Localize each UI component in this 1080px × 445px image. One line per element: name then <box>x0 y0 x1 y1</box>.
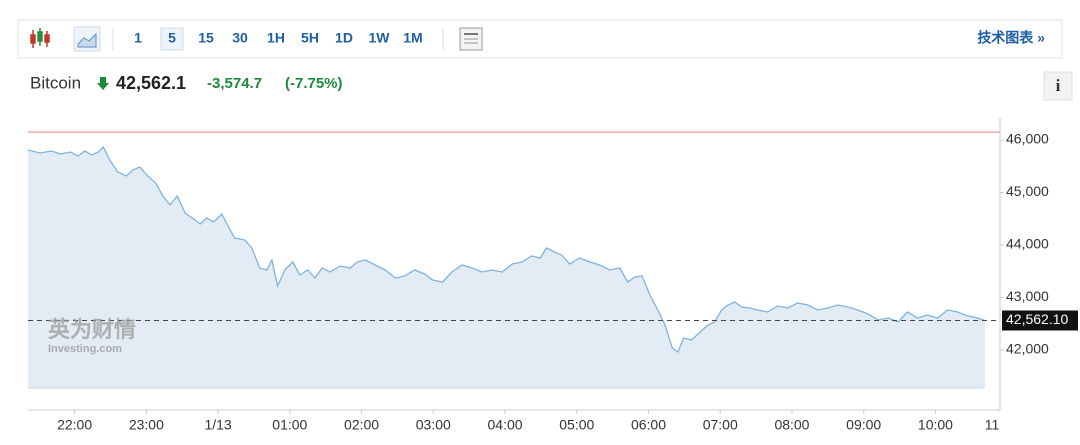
x-tick-label: 03:00 <box>416 417 451 433</box>
table-icon[interactable] <box>459 27 483 51</box>
x-tick-label: 06:00 <box>631 417 666 433</box>
instrument-name: Bitcoin <box>30 73 81 92</box>
x-tick-label: 1/13 <box>204 417 231 433</box>
x-tick-label: 10:00 <box>918 417 953 433</box>
interval-button[interactable]: 30 <box>232 30 248 46</box>
area-icon[interactable] <box>73 26 101 52</box>
interval-button[interactable]: 1D <box>335 30 353 46</box>
toolbar <box>17 19 1063 59</box>
x-tick-label: 22:00 <box>57 417 92 433</box>
y-tick-label: 44,000 <box>1006 236 1049 252</box>
info-label: i <box>1056 76 1061 95</box>
y-tick-label: 46,000 <box>1006 131 1049 147</box>
current-price-box <box>1002 310 1078 331</box>
interval-button[interactable]: 1W <box>369 30 391 46</box>
x-tick-label: 01:00 <box>272 417 307 433</box>
change: -3,574.7 <box>207 75 262 92</box>
x-tick-label: 05:00 <box>559 417 594 433</box>
down-arrow <box>97 77 109 90</box>
interval-button[interactable]: 5 <box>168 30 176 46</box>
interval-button[interactable]: 1M <box>403 30 422 46</box>
y-tick-label: 43,000 <box>1006 288 1049 304</box>
x-tick-label: 11 <box>985 417 1000 433</box>
y-tick-label: 42,000 <box>1006 341 1049 357</box>
x-tick-label: 07:00 <box>703 417 738 433</box>
plot-area: 42,000 43,000 44,000 45,000 46,000 22:00 23:00… <box>27 118 1078 433</box>
watermark-brand: Investing.com <box>48 343 122 355</box>
watermark-logo: 英为财情 <box>48 317 136 342</box>
price-line <box>27 145 986 353</box>
price: 42,562.1 <box>116 73 186 93</box>
interval-group: 1 5 15 30 1H 5H 1D 1W 1M <box>134 27 423 51</box>
interval-button[interactable]: 1H <box>267 30 285 46</box>
info-button[interactable] <box>1043 71 1073 101</box>
x-tick-label: 04:00 <box>488 417 523 433</box>
x-tick-label: 02:00 <box>344 417 379 433</box>
x-tick-label: 08:00 <box>774 417 809 433</box>
technical-chart-link[interactable]: 技术图表 » <box>977 30 1045 46</box>
change-pct: (-7.75%) <box>285 75 343 92</box>
y-tick-label: 45,000 <box>1006 183 1049 199</box>
interval-button[interactable]: 1 <box>134 30 142 46</box>
x-tick-label: 23:00 <box>129 417 164 433</box>
interval-selected <box>160 27 184 51</box>
current-price-label: 42,562.10 <box>1006 311 1068 327</box>
candle-icon[interactable] <box>30 28 50 48</box>
price-area <box>28 147 985 388</box>
x-tick-label: 09:00 <box>846 417 881 433</box>
interval-button[interactable]: 15 <box>198 30 214 46</box>
interval-button[interactable]: 5H <box>301 30 319 46</box>
